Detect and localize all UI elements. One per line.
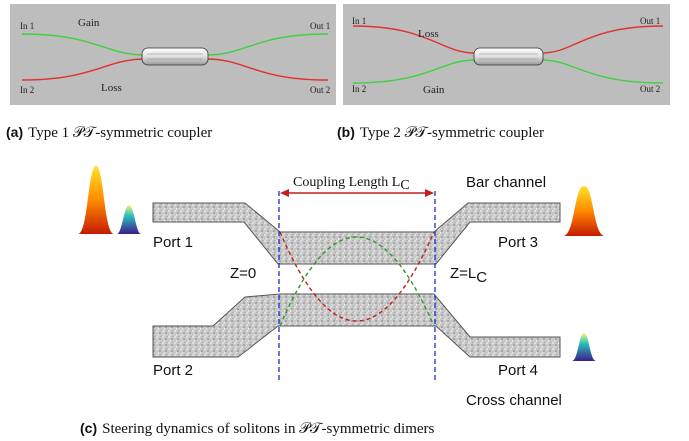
- panel-b-in1-label: In 1: [352, 16, 366, 26]
- port-2-label: Port 2: [153, 362, 193, 379]
- panel-b-in2-label: In 2: [352, 84, 366, 94]
- panel-c: Coupling Length LC Bar channel Cross cha…: [78, 166, 605, 409]
- output-pulse-bar-icon: [563, 186, 605, 236]
- bar-channel-label: Bar channel: [466, 174, 546, 191]
- panel-b: In 1 In 2 Out 1 Out 2 Loss Gain: [343, 4, 670, 105]
- port-4-label: Port 4: [498, 362, 538, 379]
- panel-b-loss-label: Loss: [418, 28, 439, 40]
- panel-b-out2-label: Out 2: [640, 84, 660, 94]
- zl-label: Z=LC: [450, 265, 487, 286]
- panel-b-caption: (b) Type 2 𝒫𝒯-symmetric coupler: [337, 124, 544, 141]
- panel-a-loss-label: Loss: [101, 82, 122, 94]
- panel-a-gain-label: Gain: [78, 17, 100, 29]
- panel-b-coupler-tube: [473, 47, 544, 66]
- panel-a-coupler-tube: [141, 47, 209, 66]
- port-1-label: Port 1: [153, 234, 193, 251]
- output-pulse-cross-icon: [572, 333, 596, 361]
- cross-channel-label: Cross channel: [466, 392, 562, 409]
- panel-a: In 1 In 2 Out 1 Out 2 Gain Loss: [10, 4, 336, 105]
- panel-b-gain-label: Gain: [423, 84, 445, 96]
- panel-a-in2-label: In 2: [20, 85, 34, 95]
- port-3-label: Port 3: [498, 234, 538, 251]
- coupling-length-label: Coupling Length LC: [293, 175, 410, 193]
- panel-a-caption: (a) Type 1 𝒫𝒯-symmetric coupler: [6, 124, 212, 141]
- green-power-curve: [279, 236, 435, 327]
- panel-a-out2-label: Out 2: [310, 85, 330, 95]
- z0-label: Z=0: [230, 265, 256, 282]
- red-power-curve: [279, 231, 435, 322]
- lower-waveguide: [152, 293, 561, 358]
- panel-a-out1-label: Out 1: [310, 21, 330, 31]
- panel-c-caption: (c) Steering dynamics of solitons in 𝒫𝒯-s…: [80, 420, 435, 437]
- input-pulse-small-icon: [117, 205, 141, 234]
- panel-b-out1-label: Out 1: [640, 16, 660, 26]
- input-pulse-large-icon: [78, 166, 114, 234]
- panel-a-in1-label: In 1: [20, 21, 34, 31]
